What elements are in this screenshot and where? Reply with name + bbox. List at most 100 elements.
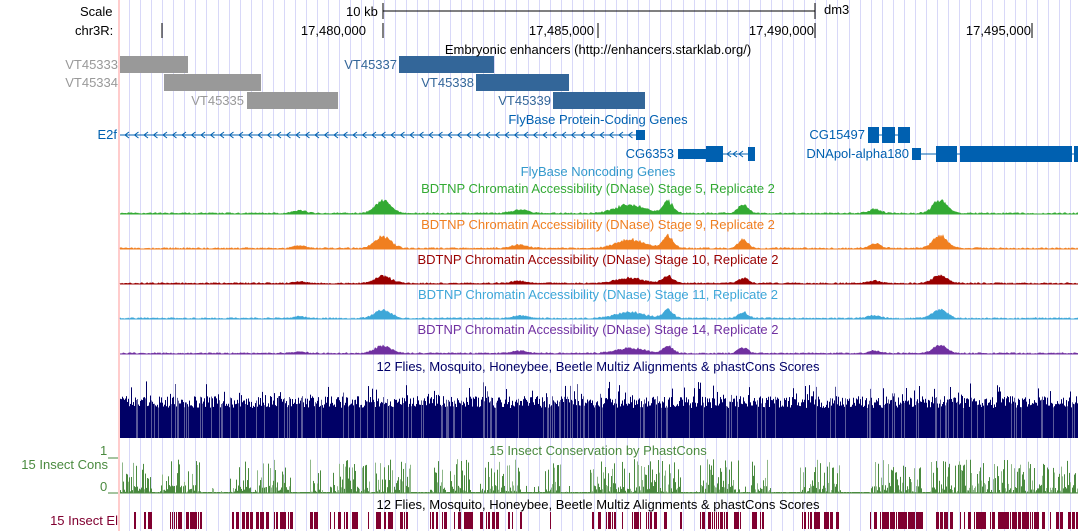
enhancer-label[interactable]: VT45334 (65, 75, 118, 90)
enhancer-label[interactable]: VT45338 (421, 75, 474, 90)
phastcons-bar (145, 473, 146, 493)
phastcons-bar (277, 482, 278, 493)
grid-line (605, 0, 606, 531)
track-label-insect-cons[interactable]: 15 Insect Cons (21, 457, 108, 472)
multiz-bar (724, 398, 725, 438)
phastcons-bar (380, 463, 381, 493)
phastcons-bar (289, 486, 290, 493)
phastcons-bar (833, 467, 834, 493)
multiz-bar (473, 397, 474, 438)
enhancer-label[interactable]: VT45339 (498, 93, 551, 108)
grid-line (804, 0, 805, 531)
phastcons-bar (405, 463, 406, 493)
multiz-bar (197, 407, 198, 438)
multiz-bar (384, 404, 385, 438)
multiz-bar (951, 398, 952, 438)
multiz-bar (153, 403, 154, 438)
conserved-element (808, 512, 809, 529)
multiz-bar (604, 403, 605, 438)
phastcons-bar (676, 489, 677, 493)
track-title-enhancers[interactable]: Embryonic enhancers (http://enhancers.st… (444, 42, 752, 57)
phastcons-bar (191, 488, 192, 493)
multiz-bar (627, 405, 628, 438)
grid-line (395, 0, 396, 531)
conserved-element (984, 512, 986, 529)
conserved-element (592, 512, 594, 529)
multiz-bar (1063, 397, 1064, 438)
track-title-dnase-stage10[interactable]: BDTNP Chromatin Accessibility (DNase) St… (417, 252, 779, 267)
multiz-bar (202, 403, 203, 438)
conserved-element (978, 512, 980, 529)
multiz-bar (134, 405, 135, 438)
multiz-bar (809, 385, 810, 438)
track-title-dnase-stage5[interactable]: BDTNP Chromatin Accessibility (DNase) St… (421, 181, 775, 196)
track-title-dnase-stage11[interactable]: BDTNP Chromatin Accessibility (DNase) St… (417, 287, 779, 302)
multiz-bar (436, 395, 437, 438)
gene-label-cg6353[interactable]: CG6353 (625, 146, 674, 161)
phastcons-bar (916, 486, 917, 493)
track-title-genes[interactable]: FlyBase Protein-Coding Genes (508, 112, 688, 127)
phastcons-bar (803, 472, 804, 493)
phastcons-bar (322, 490, 323, 493)
phastcons-bar (266, 487, 267, 493)
phastcons-bar (287, 489, 288, 493)
multiz-bar (250, 406, 251, 438)
phastcons-bar (352, 467, 353, 493)
grid-line (550, 0, 551, 531)
multiz-bar (395, 399, 396, 438)
multiz-bar (191, 405, 192, 438)
enhancer-label[interactable]: VT45333 (65, 57, 118, 72)
multiz-bar (628, 403, 629, 438)
multiz-bar (420, 404, 421, 438)
phastcons-bar (751, 485, 752, 493)
track-title-noncoding[interactable]: FlyBase Noncoding Genes (520, 164, 676, 179)
phastcons-bar (134, 486, 135, 493)
phastcons-bar (1030, 464, 1031, 493)
multiz-bar (707, 398, 708, 438)
multiz-bar (244, 400, 245, 438)
conserved-element (198, 512, 199, 529)
multiz-bar (130, 403, 131, 438)
phastcons-bar (605, 467, 606, 493)
phastcons-bar (638, 464, 639, 493)
track-title-phastcons[interactable]: 15 Insect Conservation by PhastCons (489, 443, 707, 458)
multiz-bar (702, 396, 703, 438)
phastcons-bar (1001, 471, 1002, 493)
multiz-bar (518, 398, 519, 438)
multiz-bar (751, 405, 752, 438)
gene-label-cg15497[interactable]: CG15497 (809, 127, 865, 142)
multiz-bar (552, 396, 553, 438)
phastcons-bar (337, 486, 338, 493)
track-label-insect-el[interactable]: 15 Insect El (50, 513, 118, 528)
multiz-bar (877, 401, 878, 438)
multiz-bar (347, 397, 348, 438)
track-title-dnase-stage14[interactable]: BDTNP Chromatin Accessibility (DNase) St… (417, 322, 779, 337)
phastcons-bar (813, 485, 814, 493)
multiz-bar (767, 399, 768, 438)
conserved-element (488, 512, 490, 529)
phastcons-bar (238, 485, 239, 493)
multiz-bar (594, 407, 595, 438)
multiz-bar (459, 402, 460, 438)
enhancer-label[interactable]: VT45337 (344, 57, 397, 72)
phastcons-bar (193, 485, 194, 493)
multiz-bar (1069, 397, 1070, 438)
gene-label-dnapol-alpha180[interactable]: DNApol-alpha180 (806, 146, 909, 161)
multiz-bar (411, 406, 412, 438)
track-title-elements[interactable]: 12 Flies, Mosquito, Honeybee, Beetle Mul… (376, 497, 820, 512)
multiz-bar (643, 404, 644, 438)
multiz-bar (342, 396, 343, 438)
multiz-bar (145, 398, 146, 438)
phastcons-bar (945, 461, 946, 493)
gene-label-e2f[interactable]: E2f (97, 127, 117, 142)
multiz-bar (1017, 405, 1018, 438)
enhancer-label[interactable]: VT45335 (191, 93, 244, 108)
phastcons-bar (634, 459, 635, 493)
chrom-label: chr3R: (75, 23, 114, 38)
track-title-multiz[interactable]: 12 Flies, Mosquito, Honeybee, Beetle Mul… (376, 359, 820, 374)
track-title-dnase-stage9[interactable]: BDTNP Chromatin Accessibility (DNase) St… (421, 217, 775, 232)
multiz-bar (1055, 404, 1056, 438)
conserved-element (712, 512, 713, 529)
